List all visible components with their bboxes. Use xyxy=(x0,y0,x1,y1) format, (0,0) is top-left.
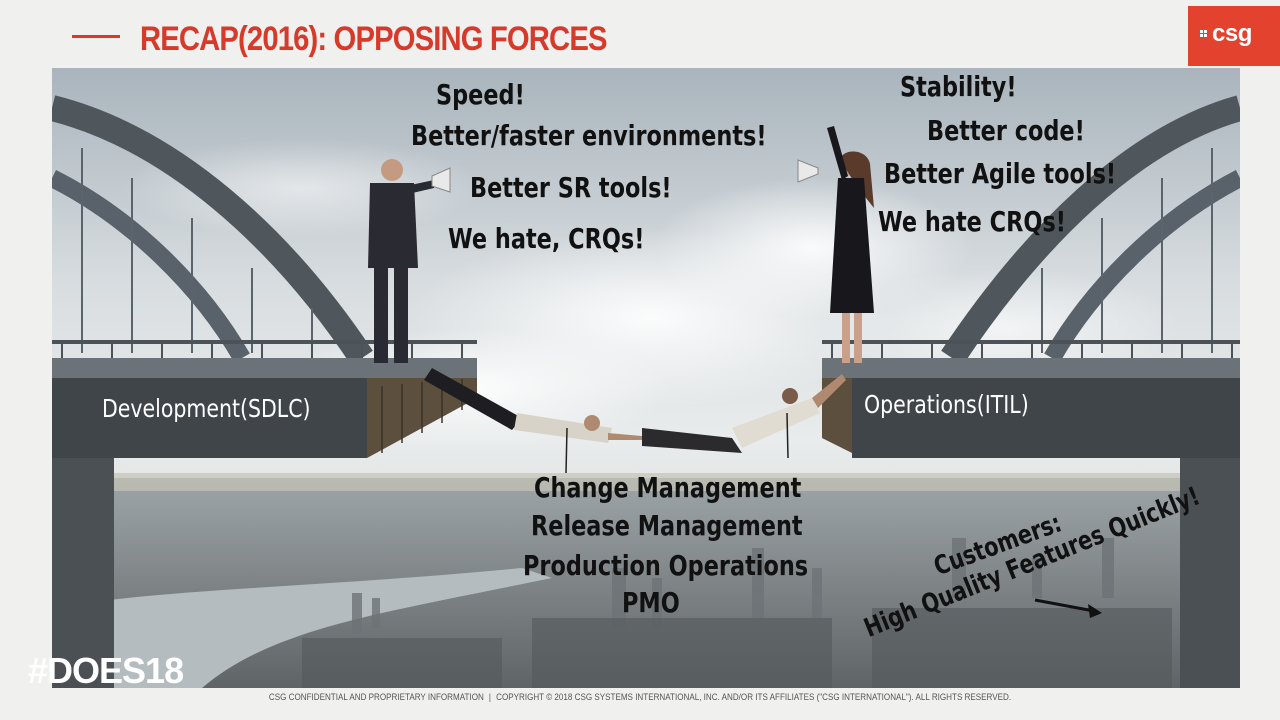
event-hashtag: #DOES18 xyxy=(28,650,184,691)
footer-copyright: COPYRIGHT © 2018 CSG SYSTEMS INTERNATION… xyxy=(496,692,1012,703)
customer-arrow xyxy=(1034,598,1095,613)
bridge-illustration xyxy=(52,68,1240,688)
dev-shout-environments: Better/faster environments! xyxy=(411,119,767,152)
operations-label: Operations(ITIL) xyxy=(864,390,1029,419)
csg-logo: csg xyxy=(1188,6,1280,66)
ops-shout-crqs: We hate CRQs! xyxy=(878,205,1066,238)
slide-title: RECAP(2016): OPPOSING FORCES xyxy=(140,20,607,58)
woman-figure xyxy=(797,126,874,363)
pmo: PMO xyxy=(622,586,680,619)
development-label: Development(SDLC) xyxy=(102,394,311,423)
ops-shout-stability: Stability! xyxy=(900,70,1017,103)
change-management: Change Management xyxy=(534,471,802,504)
ops-shout-agile-tools: Better Agile tools! xyxy=(884,157,1117,190)
footer: CSG CONFIDENTIAL AND PROPRIETARY INFORMA… xyxy=(96,692,1184,703)
footer-confidential: CSG CONFIDENTIAL AND PROPRIETARY INFORMA… xyxy=(268,692,484,703)
logo-dots-icon xyxy=(1200,30,1210,40)
dev-shout-speed: Speed! xyxy=(436,78,525,111)
dev-shout-crqs: We hate, CRQs! xyxy=(448,222,645,255)
release-management: Release Management xyxy=(531,509,803,542)
logo-text: csg xyxy=(1212,20,1252,47)
dev-shout-sr-tools: Better SR tools! xyxy=(470,171,672,204)
man-figure xyxy=(368,159,451,363)
human-chain xyxy=(424,368,846,474)
footer-separator: | xyxy=(488,692,492,703)
title-rule xyxy=(72,35,120,38)
bridge-photo: Speed! Better/faster environments! Bette… xyxy=(52,68,1240,688)
production-operations: Production Operations xyxy=(523,549,809,582)
ops-shout-better-code: Better code! xyxy=(927,114,1085,147)
